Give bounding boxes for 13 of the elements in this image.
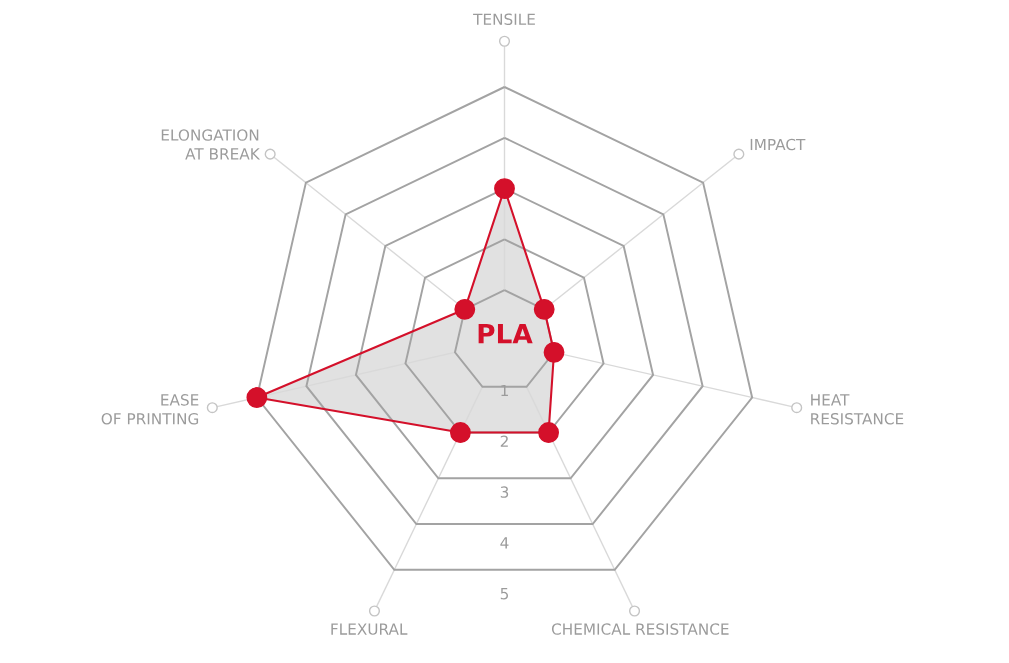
spoke-label: TENSILE [473,13,535,26]
spoke-label: ELONGATION AT BREAK [161,129,261,160]
spoke-label: FLEXURAL [331,623,408,635]
spoke-label: HEAT RESISTANCE [811,394,904,425]
spoke-label: CHEMICAL RESISTANCE [551,623,729,635]
spoke-label: EASE OF PRINTING [101,394,199,425]
y-tick-label: 1 [501,384,508,397]
y-tick-label: 4 [500,537,509,549]
spoke-label: IMPACT [750,138,806,151]
y-tick-label: 3 [500,486,509,498]
y-tick-label: 2 [500,435,508,447]
y-tick-label: 5 [500,588,509,600]
series-label: PLA [478,323,533,344]
